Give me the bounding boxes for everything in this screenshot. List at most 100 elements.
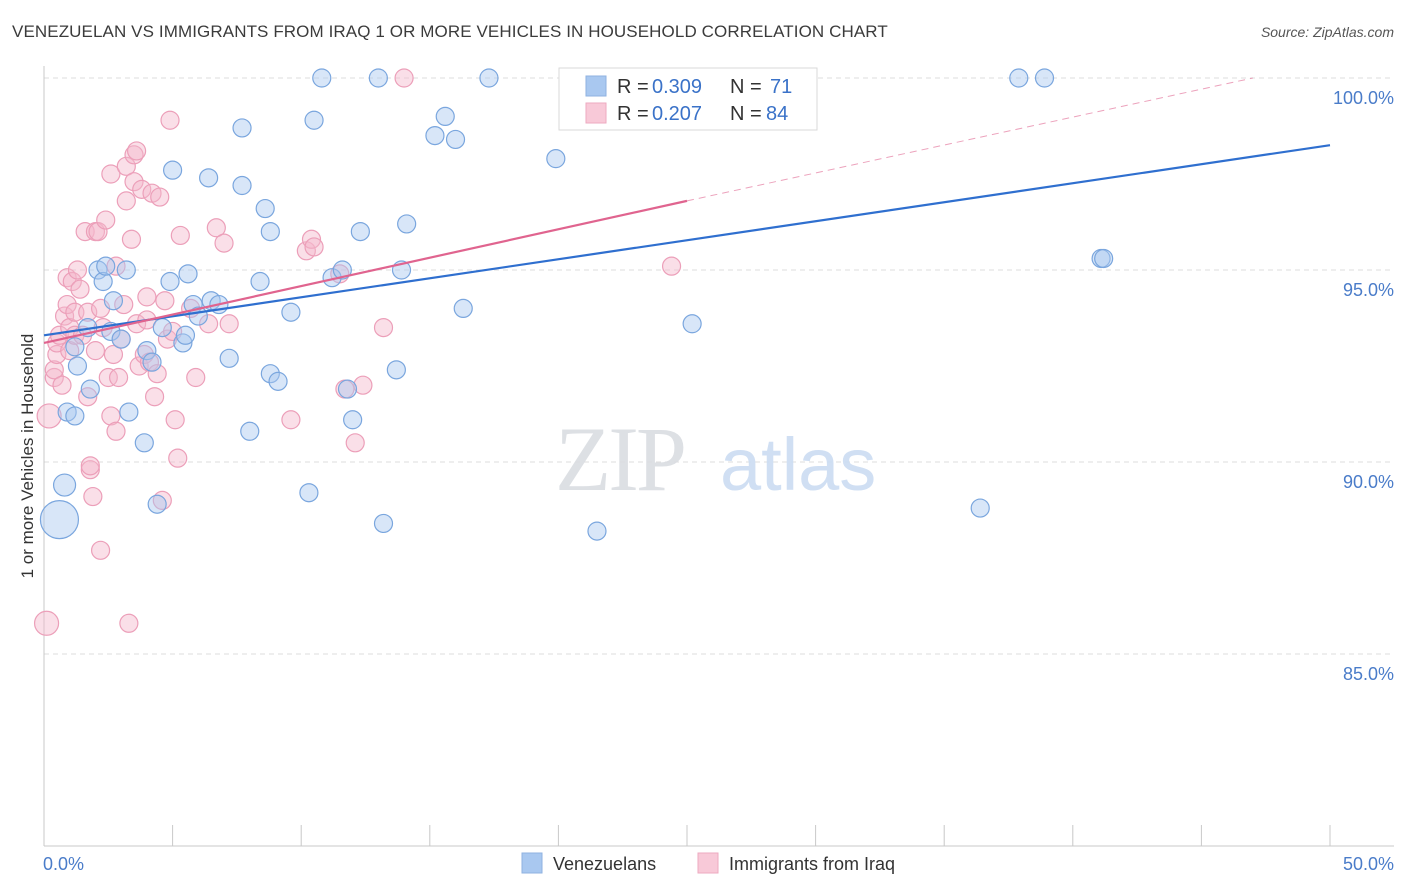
point-venezuelans: [96, 256, 116, 276]
point-iraq: [114, 294, 134, 315]
point-iraq: [214, 233, 234, 253]
point-venezuelans: [178, 264, 198, 284]
point-iraq: [44, 367, 64, 388]
point-venezuelans: [65, 337, 85, 357]
x-tick-label-min: 0.0%: [43, 854, 84, 874]
point-iraq: [54, 306, 75, 326]
point-iraq: [62, 271, 82, 292]
point-venezuelans: [199, 168, 219, 188]
y-tick-label: 100.0%: [1333, 88, 1394, 108]
point-venezuelans: [219, 348, 239, 368]
legend-r-label-venezuelans: R =: [617, 76, 649, 98]
point-iraq: [103, 344, 124, 365]
point-venezuelans: [255, 198, 275, 219]
point-iraq: [88, 222, 108, 242]
point-iraq: [78, 387, 98, 407]
point-venezuelans: [479, 68, 499, 88]
point-venezuelans: [65, 406, 85, 426]
point-venezuelans: [39, 499, 80, 540]
legend-bottom-label-iraq: Immigrants from Iraq: [729, 854, 895, 874]
point-iraq: [353, 375, 373, 395]
point-iraq: [85, 341, 106, 361]
y-tick-label: 85.0%: [1343, 664, 1394, 684]
point-venezuelans: [546, 149, 566, 169]
legend-swatch-venezuelans: [585, 75, 607, 97]
point-iraq: [36, 403, 62, 429]
point-venezuelans: [142, 352, 162, 372]
point-venezuelans: [312, 68, 332, 88]
point-iraq: [132, 179, 152, 199]
point-venezuelans: [350, 222, 370, 242]
point-iraq: [96, 210, 116, 230]
point-iraq: [57, 268, 77, 288]
point-venezuelans: [240, 421, 260, 441]
point-iraq: [83, 486, 103, 507]
point-iraq: [106, 421, 126, 441]
point-venezuelans: [373, 513, 394, 534]
point-iraq: [281, 410, 301, 430]
point-iraq: [165, 410, 185, 430]
point-venezuelans: [332, 260, 352, 280]
point-iraq: [90, 540, 111, 560]
point-iraq: [116, 156, 136, 176]
point-venezuelans: [435, 106, 455, 127]
point-iraq: [126, 141, 147, 161]
point-venezuelans: [111, 329, 131, 349]
point-venezuelans: [268, 371, 288, 391]
point-iraq: [108, 367, 129, 388]
point-venezuelans: [397, 214, 417, 234]
point-iraq: [168, 448, 188, 468]
point-venezuelans: [232, 118, 252, 138]
point-iraq: [60, 341, 80, 361]
point-iraq: [52, 375, 72, 395]
point-iraq: [373, 318, 394, 338]
point-iraq: [186, 367, 206, 388]
point-venezuelans: [67, 356, 88, 376]
point-iraq: [101, 406, 121, 426]
trend-lines: [43, 77, 1331, 345]
source-note: Source: ZipAtlas.com: [1260, 24, 1394, 40]
point-venezuelans: [682, 314, 702, 334]
watermark-zip: ZIP: [555, 408, 684, 510]
point-iraq: [137, 287, 157, 307]
point-venezuelans: [147, 494, 167, 514]
point-venezuelans: [137, 341, 157, 361]
axes: [43, 66, 1394, 847]
legend-r-label-iraq: R =: [617, 103, 649, 125]
point-venezuelans: [232, 175, 252, 196]
point-venezuelans: [80, 379, 100, 399]
x-tick-label-max: 50.0%: [1343, 854, 1394, 874]
point-venezuelans: [173, 333, 193, 353]
y-tick-label: 95.0%: [1343, 280, 1394, 300]
point-venezuelans: [1034, 68, 1055, 88]
point-iraq: [661, 256, 682, 276]
point-venezuelans: [281, 302, 301, 322]
legend-n-label-venezuelans: N =: [730, 76, 762, 98]
point-iraq: [44, 360, 64, 380]
legend-top: R = 0.309 N = 71 R = 0.207 N = 84: [558, 67, 818, 131]
point-venezuelans: [343, 410, 363, 430]
point-iraq: [101, 164, 121, 184]
series-iraq-points: [33, 68, 682, 636]
point-iraq: [219, 314, 239, 334]
legend-swatch-iraq: [585, 102, 607, 124]
legend-bottom-label-venezuelans: Venezuelans: [553, 854, 656, 874]
point-iraq: [160, 110, 180, 130]
point-iraq: [121, 229, 142, 249]
point-venezuelans: [160, 271, 180, 292]
point-venezuelans: [337, 379, 358, 399]
point-iraq: [67, 260, 88, 280]
legend-n-label-iraq: N =: [730, 103, 762, 125]
point-iraq: [33, 610, 60, 636]
point-iraq: [394, 68, 414, 88]
point-venezuelans: [119, 402, 139, 422]
point-venezuelans: [368, 68, 388, 88]
point-venezuelans: [587, 521, 607, 541]
point-venezuelans: [445, 129, 466, 150]
point-iraq: [116, 191, 136, 211]
legend-r-value-iraq: 0.207: [652, 103, 702, 125]
point-iraq: [78, 302, 98, 322]
point-iraq: [129, 356, 149, 376]
point-venezuelans: [1094, 248, 1114, 269]
